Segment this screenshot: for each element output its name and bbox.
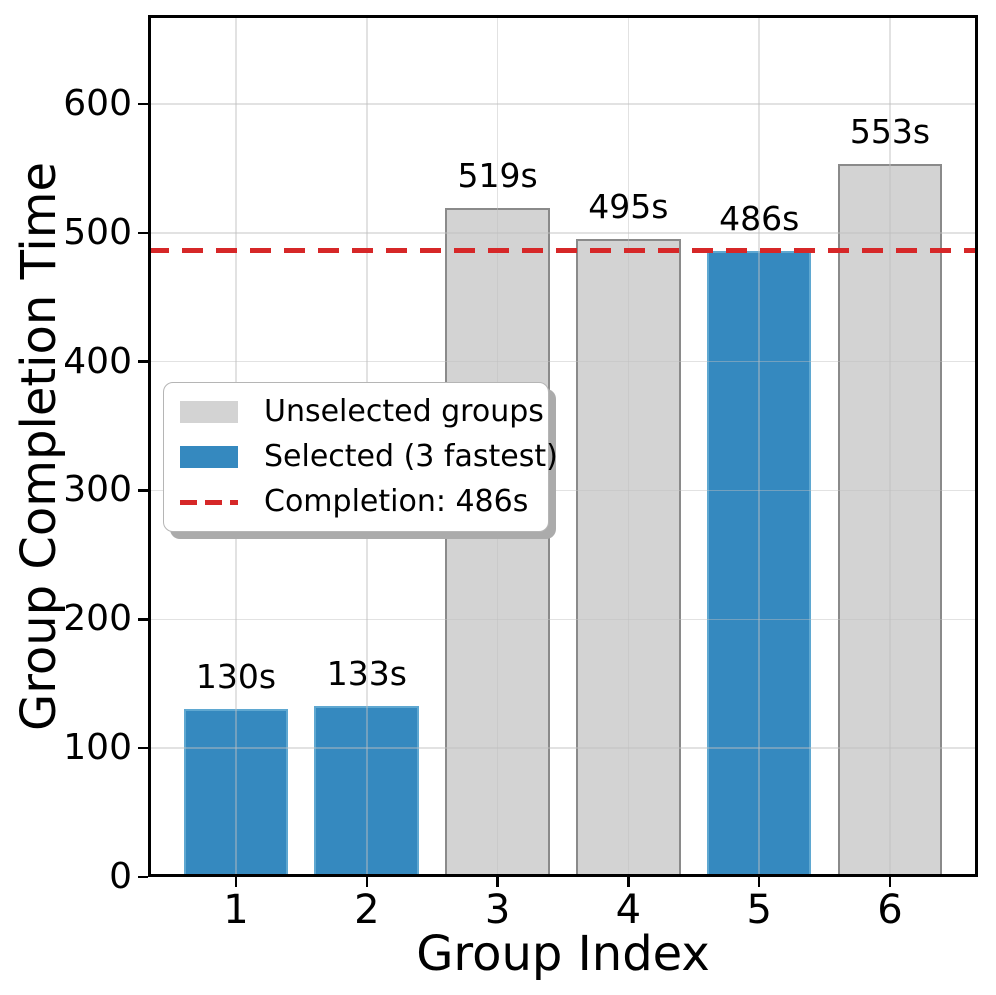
gridline-y-600 — [148, 103, 978, 105]
x-tick-mark-3 — [496, 877, 499, 887]
bar-group-1 — [183, 709, 289, 877]
y-tick-label-200: 200 — [63, 598, 132, 640]
bar-group-6 — [837, 164, 943, 877]
x-tick-label-6: 6 — [877, 887, 903, 933]
gridline-x-4 — [627, 15, 630, 877]
y-tick-label-500: 500 — [63, 211, 132, 253]
bar-value-label: 553s — [849, 112, 931, 152]
x-tick-mark-6 — [888, 877, 892, 887]
gridline-x-5 — [758, 15, 760, 877]
bar-group-3 — [445, 208, 550, 877]
legend-label: Unselected groups — [264, 394, 544, 429]
bar-value-label: 495s — [588, 187, 669, 227]
bar-group-5 — [706, 250, 812, 877]
y-tick-label-300: 300 — [63, 469, 132, 511]
x-tick-mark-5 — [757, 877, 761, 887]
legend-label: Completion: 486s — [264, 484, 529, 519]
y-tick-mark-100 — [138, 746, 148, 750]
bar-group-4 — [576, 239, 681, 877]
completion-reference-line — [148, 248, 978, 254]
legend-item-2: Completion: 486s — [180, 485, 532, 519]
bar-value-label: 133s — [326, 653, 407, 693]
y-tick-mark-600 — [138, 102, 148, 106]
bar-value-label: 486s — [719, 198, 800, 238]
x-tick-label-1: 1 — [223, 887, 249, 933]
gridline-x-6 — [889, 15, 891, 877]
bar-value-label: 519s — [457, 156, 538, 196]
legend-item-1: Selected (3 fastest) — [180, 440, 558, 474]
legend-swatch-dashed-line-icon — [180, 499, 238, 505]
x-tick-label-4: 4 — [615, 887, 642, 933]
y-tick-mark-400 — [138, 360, 148, 363]
legend: Unselected groups Selected (3 fastest) Com… — [163, 382, 558, 532]
y-tick-mark-500 — [138, 231, 148, 234]
gridline-y-200 — [148, 618, 978, 621]
legend-swatch-unselected-icon — [180, 401, 238, 423]
plot-area: 130s 133s 519s 495s 486s 553s — [148, 15, 978, 877]
x-tick-mark-1 — [234, 877, 238, 887]
y-tick-mark-0 — [138, 875, 148, 879]
x-tick-label-2: 2 — [354, 887, 380, 933]
y-tick-label-600: 600 — [63, 82, 132, 124]
x-tick-label-3: 3 — [484, 887, 511, 933]
legend-item-0: Unselected groups — [180, 395, 544, 429]
y-tick-label-0: 0 — [109, 856, 132, 897]
y-tick-mark-200 — [138, 618, 148, 621]
y-tick-label-400: 400 — [63, 340, 132, 382]
x-tick-mark-2 — [365, 877, 369, 887]
legend-swatch-selected-icon — [180, 446, 238, 468]
y-tick-mark-300 — [138, 489, 148, 492]
x-tick-mark-4 — [627, 877, 630, 887]
gridline-y-400 — [148, 360, 978, 363]
bar-value-label: 130s — [195, 657, 277, 697]
y-tick-label-100: 100 — [63, 727, 132, 769]
x-axis-label: Group Index — [416, 926, 710, 982]
gridline-y-300 — [148, 489, 978, 492]
x-tick-label-5: 5 — [746, 887, 772, 933]
gridline-y-100 — [148, 747, 978, 749]
gridline-y-500 — [148, 231, 978, 234]
legend-label: Selected (3 fastest) — [264, 439, 558, 474]
